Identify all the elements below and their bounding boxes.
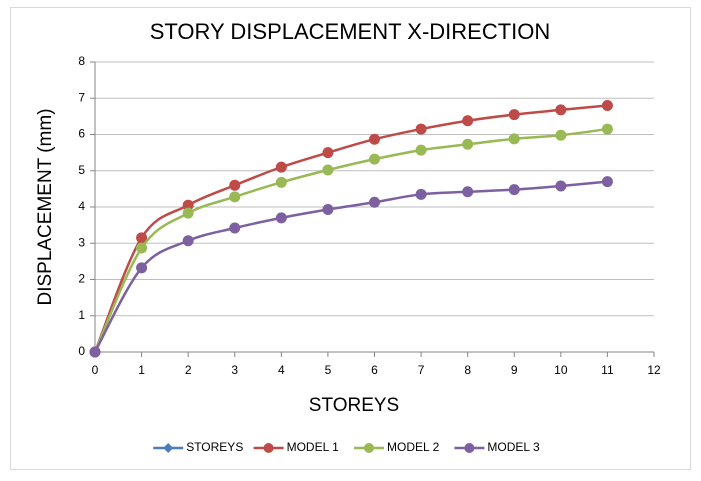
legend-label: MODEL 2 [387,440,440,454]
y-tick-label: 2 [78,272,85,286]
data-point [601,123,613,135]
data-point [136,232,148,244]
data-point [508,133,520,145]
data-point [182,207,194,219]
x-tick-label: 5 [325,363,332,377]
data-point [415,188,427,200]
y-tick-label: 7 [78,90,85,104]
y-tick-label: 3 [78,235,85,249]
x-tick-label: 3 [231,363,238,377]
x-tick-label: 2 [185,363,192,377]
data-point [275,161,287,173]
y-tick-label: 8 [78,54,85,68]
y-tick-label: 0 [78,344,85,358]
data-point [89,346,101,358]
data-point [555,104,567,116]
data-point [275,176,287,188]
x-tick-label: 0 [92,363,99,377]
data-point [322,204,334,216]
x-tick-label: 11 [601,363,614,377]
data-point [601,176,613,188]
data-point [229,222,241,234]
data-point [369,196,380,208]
chart-border [10,7,691,470]
legend-marker [163,443,174,453]
data-point [229,191,241,203]
data-point [415,144,427,156]
data-point [369,133,380,145]
data-point [462,138,474,150]
data-point [182,235,194,247]
data-point [508,184,520,196]
legend-label: STOREYS [186,440,243,454]
data-point [508,109,520,121]
data-point [136,262,148,274]
data-point [601,100,613,111]
y-tick-label: 6 [78,127,85,141]
x-tick-label: 7 [418,363,425,377]
y-tick-label: 1 [78,308,85,322]
chart-title: STORY DISPLACEMENT X-DIRECTION [150,19,551,44]
data-point [322,164,334,176]
legend-marker [263,443,274,453]
legend-label: MODEL 3 [487,440,540,454]
data-point [555,180,567,192]
data-point [229,179,241,191]
legend-marker [364,443,374,453]
data-point [415,123,427,135]
data-point [462,115,474,127]
x-tick-label: 8 [464,363,471,377]
data-point [462,186,474,198]
y-axis-label: DISPLACEMENT (mm) [35,108,56,305]
x-tick-label: 1 [138,363,145,377]
data-point [322,147,334,159]
x-tick-label: 6 [371,363,378,377]
data-point [182,199,194,211]
y-tick-label: 4 [78,199,85,213]
data-point [275,212,287,224]
legend-marker [464,443,475,453]
data-point [369,153,380,165]
legend-label: MODEL 1 [287,440,340,454]
x-tick-label: 10 [554,363,568,377]
data-point [136,242,148,254]
x-tick-label: 12 [647,363,661,377]
y-tick-label: 5 [78,163,85,177]
x-axis-label: STOREYS [309,395,399,416]
x-tick-label: 4 [278,363,285,377]
x-tick-label: 9 [511,363,518,377]
data-point [555,129,567,141]
